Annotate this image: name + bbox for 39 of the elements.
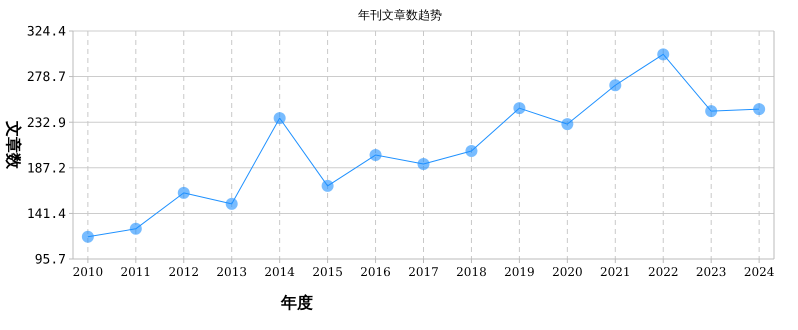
y-tick-label: 278.7: [26, 70, 66, 86]
x-tick-label: 2023: [696, 265, 726, 279]
point: [657, 48, 670, 60]
x-tick-label: 2019: [504, 265, 535, 279]
y-tick-label: 141.4: [26, 206, 66, 222]
x-tick-label: 2018: [456, 265, 487, 279]
point: [705, 105, 718, 118]
point: [465, 145, 478, 158]
point: [82, 230, 94, 243]
point: [753, 103, 766, 116]
point: [178, 186, 190, 199]
x-tick-label: 2011: [120, 265, 152, 279]
x-tick-label: 2020: [552, 265, 583, 279]
point: [609, 79, 622, 92]
point: [561, 118, 574, 130]
x-tick-label: 2015: [312, 265, 343, 279]
x-tick-label: 2014: [264, 265, 296, 279]
y-tick-label: 324.4: [26, 24, 66, 40]
x-tick-label: 2024: [744, 265, 775, 279]
x-tick-label: 2013: [216, 265, 247, 279]
x-tick-label: 2021: [600, 265, 631, 279]
chart-title: 年刊文章数趋势: [358, 8, 442, 22]
point: [322, 180, 334, 192]
y-tick-label: 95.7: [34, 252, 66, 268]
point: [130, 222, 142, 235]
point: [274, 112, 286, 124]
y-tick-label: 187.2: [26, 161, 66, 176]
x-tick-label: 2017: [408, 265, 439, 279]
x-axis-title: 年度: [280, 293, 313, 312]
point: [418, 158, 430, 170]
point: [226, 198, 238, 210]
point: [513, 102, 526, 114]
point: [370, 149, 382, 162]
y-axis-title: 文章数: [4, 120, 23, 170]
x-tick-label: 2010: [72, 265, 104, 279]
y-tick-label: 232.9: [26, 116, 66, 131]
x-tick-label: 2022: [648, 265, 679, 279]
x-tick-label: 2012: [168, 265, 200, 279]
x-tick-label: 2016: [360, 265, 391, 279]
